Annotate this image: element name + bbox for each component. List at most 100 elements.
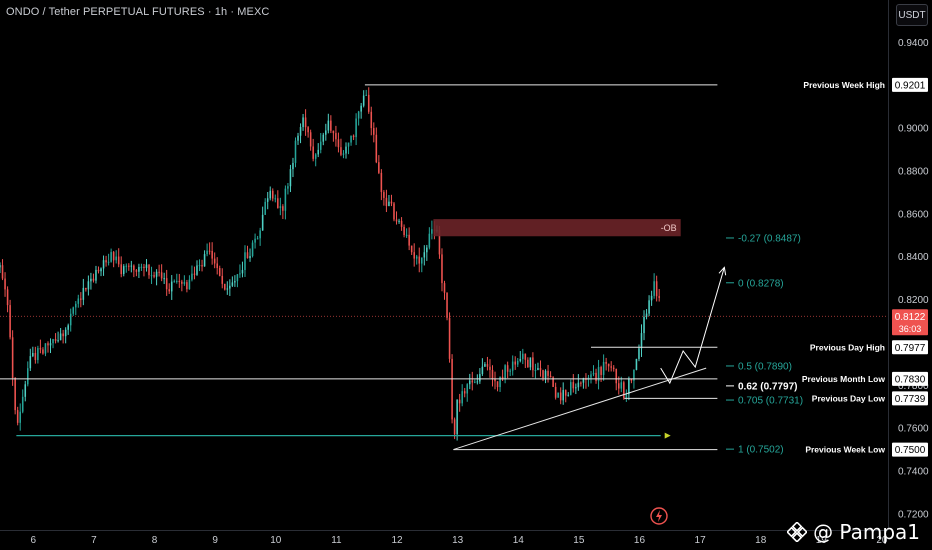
candle-body <box>335 133 337 140</box>
candle-body <box>6 289 9 306</box>
candle-body <box>468 380 471 385</box>
ob-zone <box>433 219 681 237</box>
candle-body <box>562 390 564 401</box>
fib-label: 0.62 (0.7797) <box>738 381 798 392</box>
candle-body <box>577 382 580 388</box>
candle-body <box>388 201 390 207</box>
candle-body <box>97 269 100 272</box>
candle-body <box>342 153 345 155</box>
candle-body <box>90 278 92 282</box>
projection-path <box>660 267 725 385</box>
candle-body <box>456 399 458 435</box>
candle-body <box>188 279 191 290</box>
candle-body <box>529 357 532 368</box>
candle-body <box>628 379 630 395</box>
candle-body <box>256 238 259 240</box>
candle-body <box>203 254 206 267</box>
candle-body <box>373 128 375 135</box>
candle-body <box>420 257 423 264</box>
fib-label: 0.705 (0.7731) <box>738 396 803 407</box>
candle-body <box>511 361 514 371</box>
candle-body <box>307 127 309 133</box>
candle-body <box>322 134 325 142</box>
candle-body <box>4 278 6 290</box>
candle-body <box>650 295 653 301</box>
candle-body <box>64 329 67 337</box>
candle-body <box>330 120 332 131</box>
candle-body <box>597 367 600 382</box>
candle-body <box>107 261 110 263</box>
x-tick-label: 13 <box>452 535 464 546</box>
candle-body <box>504 365 506 379</box>
candle-body <box>292 162 294 170</box>
candle-body <box>181 281 183 284</box>
candle-body <box>572 382 575 389</box>
candle-body <box>620 382 623 389</box>
x-tick-label: 17 <box>695 535 707 546</box>
candle-body <box>580 382 582 384</box>
currency-button[interactable]: USDT <box>896 4 928 26</box>
level-price-badge <box>892 391 928 406</box>
candle-body <box>607 363 610 367</box>
candle-body <box>522 353 524 359</box>
candle-body <box>494 378 496 382</box>
candle-body <box>337 139 340 148</box>
candle-body <box>539 368 542 371</box>
candle-body <box>158 271 160 273</box>
level-name: Previous Day Low <box>812 393 886 403</box>
y-axis[interactable]: 0.9400 0.9000 0.8800 0.8600 0.8400 0.8200 0.78… <box>888 0 932 550</box>
candle-body <box>319 141 322 150</box>
level-price-label: 0.7977 <box>895 343 926 354</box>
candle-body <box>441 254 443 284</box>
candle-body <box>327 120 330 131</box>
candle-body <box>595 372 597 382</box>
candle-body <box>213 258 216 264</box>
candle-body <box>655 281 658 297</box>
candle-body <box>208 250 211 252</box>
candle-body <box>67 325 69 330</box>
y-tick-label: 0.8600 <box>898 209 929 220</box>
candle-body <box>325 130 327 135</box>
watermark: @ Pampa1 <box>787 520 920 544</box>
candle-body <box>428 233 431 248</box>
candle-body <box>140 266 143 268</box>
candle-body <box>398 220 400 222</box>
candle-body <box>592 372 595 375</box>
fib-label: -0.27 (0.8487) <box>738 233 801 244</box>
candle-body <box>350 135 352 143</box>
candle-body <box>317 149 320 155</box>
candle-body <box>332 130 335 134</box>
y-tick-label: 0.7400 <box>898 467 929 478</box>
candle-body <box>385 197 388 207</box>
countdown-label: 36:03 <box>899 324 922 334</box>
chart-title: ONDO / Tether PERPETUAL FUTURES · 1h · M… <box>6 6 270 18</box>
fib-label: 1 (0.7502) <box>738 445 784 456</box>
candle-body <box>479 373 481 382</box>
candle-body <box>630 379 633 381</box>
candle-body <box>183 282 186 284</box>
candle-body <box>410 245 413 253</box>
candle-body <box>143 266 145 268</box>
level-price-label: 0.7500 <box>895 445 926 456</box>
candle-body <box>461 391 463 404</box>
candle-body <box>138 267 140 272</box>
candle-body <box>178 280 181 282</box>
candle-body <box>226 288 229 290</box>
x-axis[interactable]: 6 7 8 9 10 11 12 13 14 15 16 17 18 19 20 <box>0 530 888 547</box>
candle-body <box>52 339 54 344</box>
candle-body <box>645 313 648 317</box>
support-marker-icon <box>664 432 671 439</box>
candle-body <box>514 361 517 365</box>
candle-body <box>16 410 19 423</box>
candle-body <box>239 273 241 275</box>
candle-body <box>365 94 367 96</box>
lightning-icon[interactable] <box>650 507 668 525</box>
candle-body <box>426 247 428 253</box>
candle-body <box>100 268 102 272</box>
candle-body <box>431 229 433 234</box>
candle-body <box>11 337 14 379</box>
candle-body <box>605 361 607 364</box>
candle-body <box>236 274 239 282</box>
candle-body <box>261 214 264 231</box>
